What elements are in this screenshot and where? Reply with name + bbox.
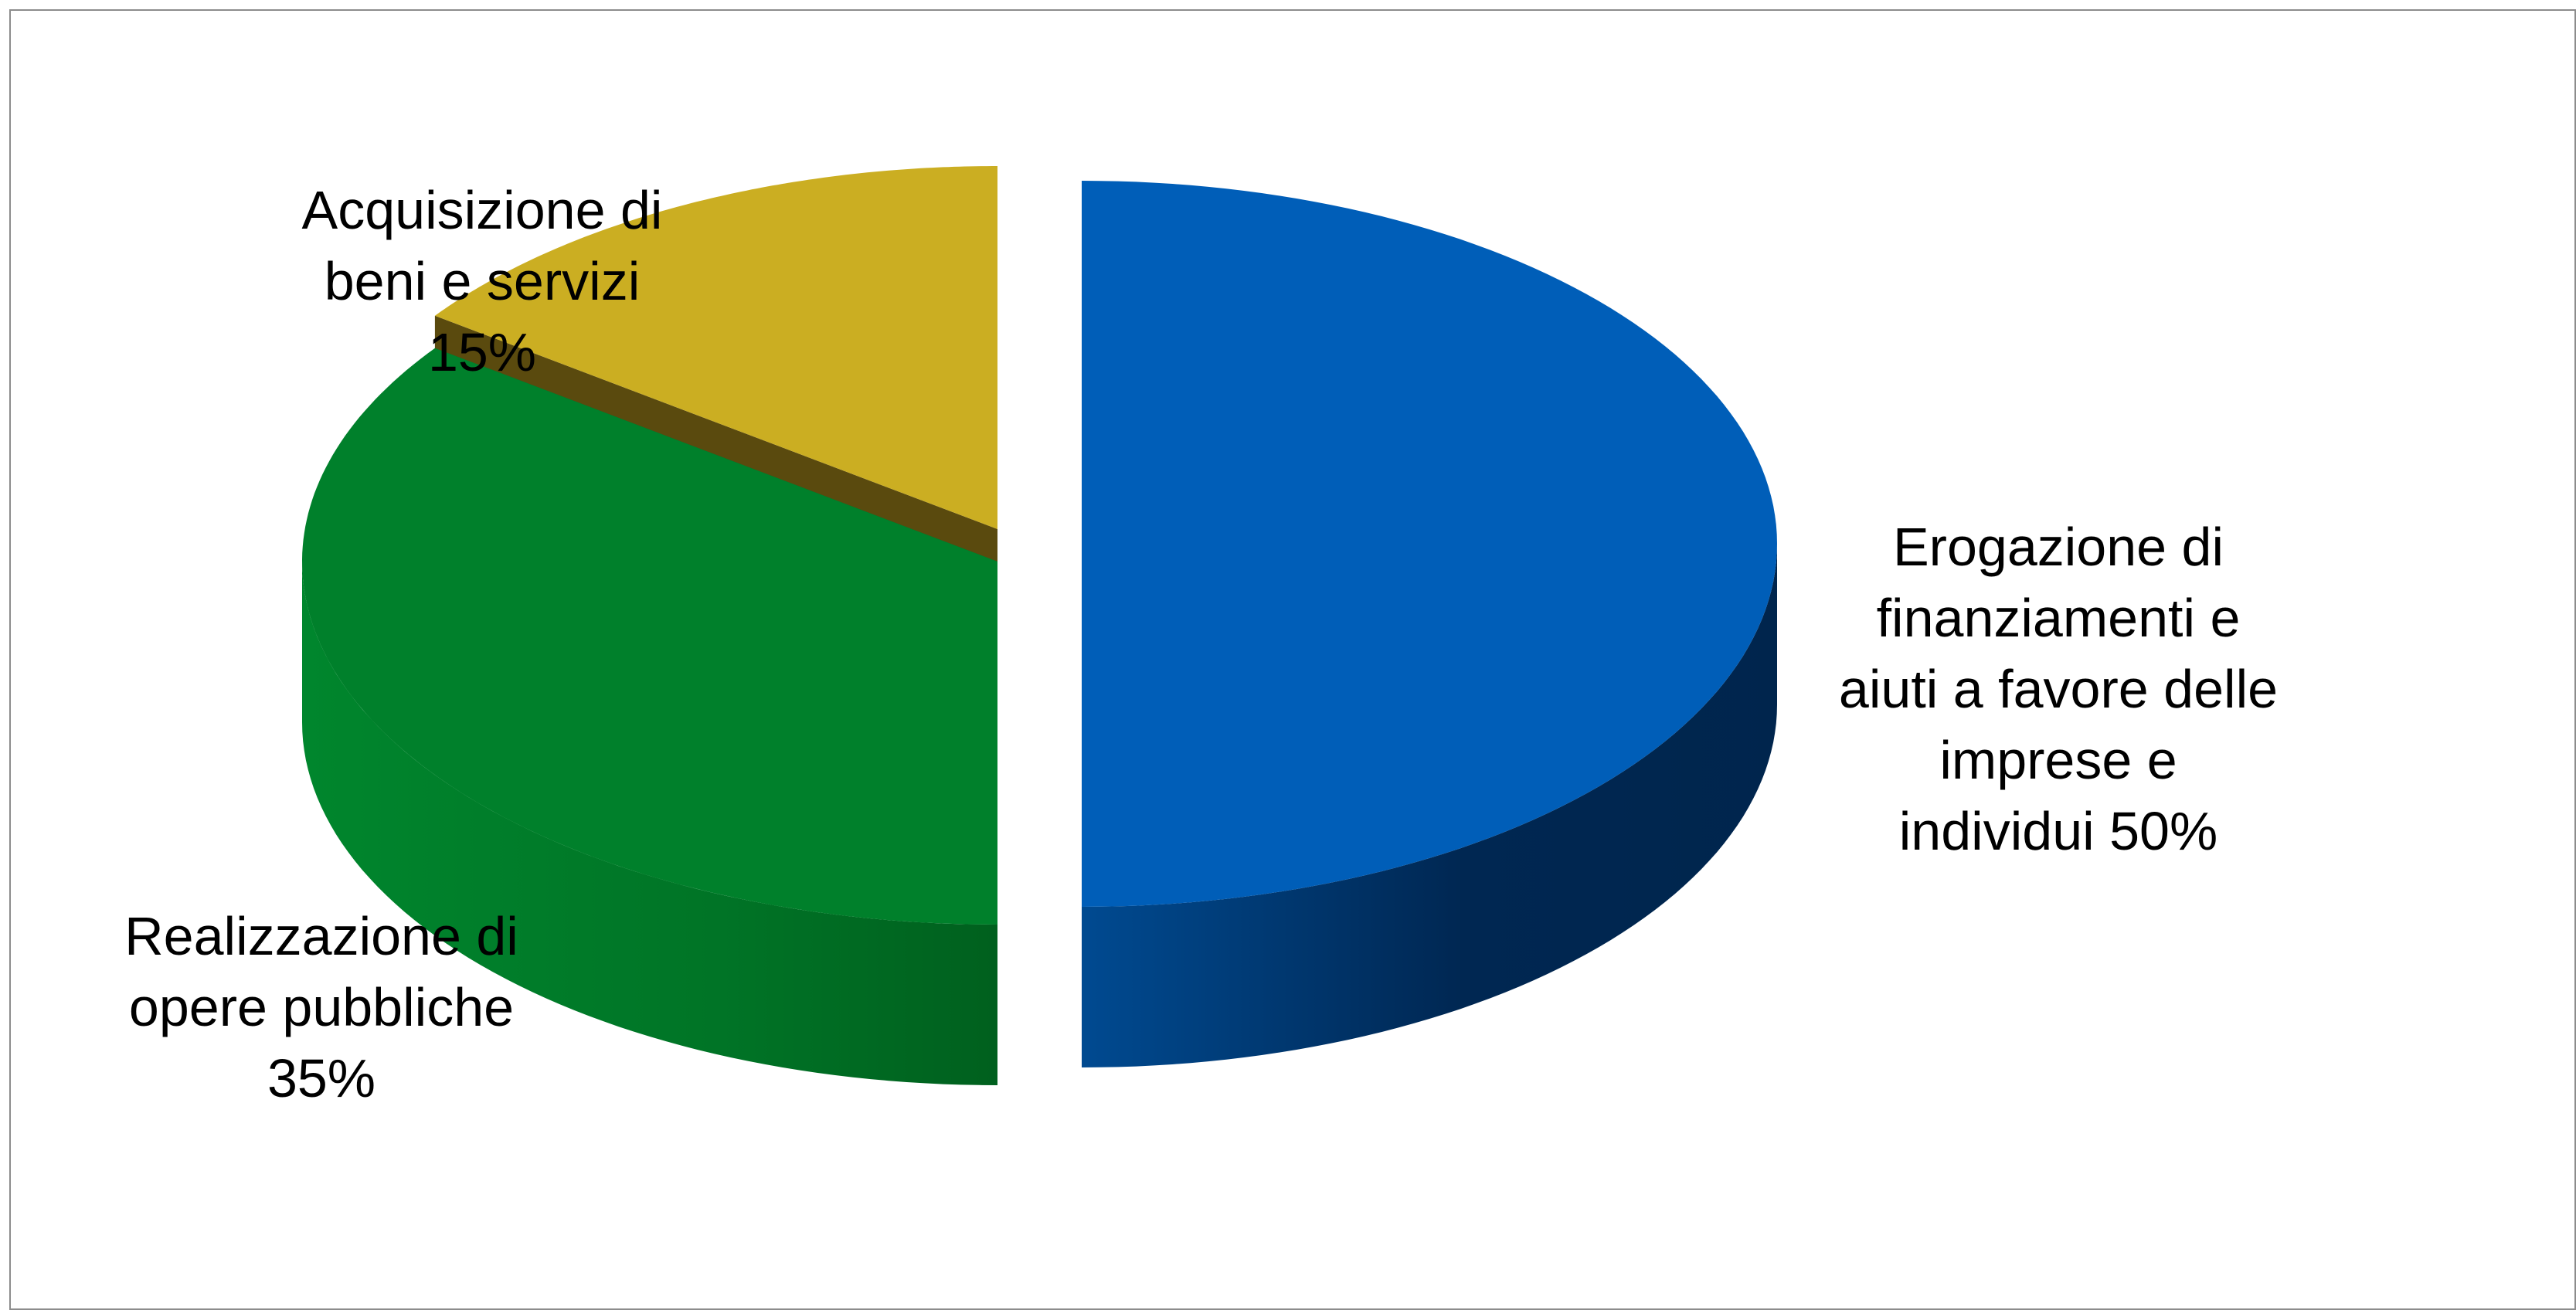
chart-frame: Erogazione di finanziamenti e aiuti a favo… (9, 9, 2576, 1310)
slice-label-line: finanziamenti e (1877, 588, 2241, 648)
slice-label-line: opere pubbliche (129, 977, 514, 1037)
slice-label-line: aiuti a favore delle (1839, 659, 2278, 719)
slice-label-line: 35% (267, 1048, 376, 1108)
slice-label-1: Erogazione di finanziamenti e aiuti a favo… (1839, 517, 2278, 861)
pie-slice-1 (1082, 181, 1777, 1067)
pie-slice-outer-wall (1082, 544, 1777, 1067)
slice-label-line: 15% (428, 322, 536, 382)
pie-chart: Erogazione di finanziamenti e aiuti a favo… (124, 166, 2278, 1108)
slice-label-line: imprese e (1939, 730, 2177, 790)
pie-slice-2 (302, 348, 997, 1085)
pie-slice-outer-wall (302, 562, 997, 1085)
slice-label-line: Acquisizione di (302, 180, 663, 240)
slice-label-line: individui 50% (1899, 801, 2217, 861)
slice-label-line: Erogazione di (1893, 517, 2224, 577)
slice-label-2: Realizzazione di opere pubbliche 35% (124, 906, 518, 1108)
pie-slice-top (1082, 181, 1777, 907)
pie-layer: Erogazione di finanziamenti e aiuti a favo… (124, 166, 2278, 1108)
pie-slice-top (302, 348, 997, 925)
slice-label-line: Realizzazione di (124, 906, 518, 966)
slice-label-3: Acquisizione di beni e servizi 15% (302, 180, 663, 382)
pie-slice-top (434, 166, 997, 529)
slice-label-line: beni e servizi (325, 251, 641, 311)
